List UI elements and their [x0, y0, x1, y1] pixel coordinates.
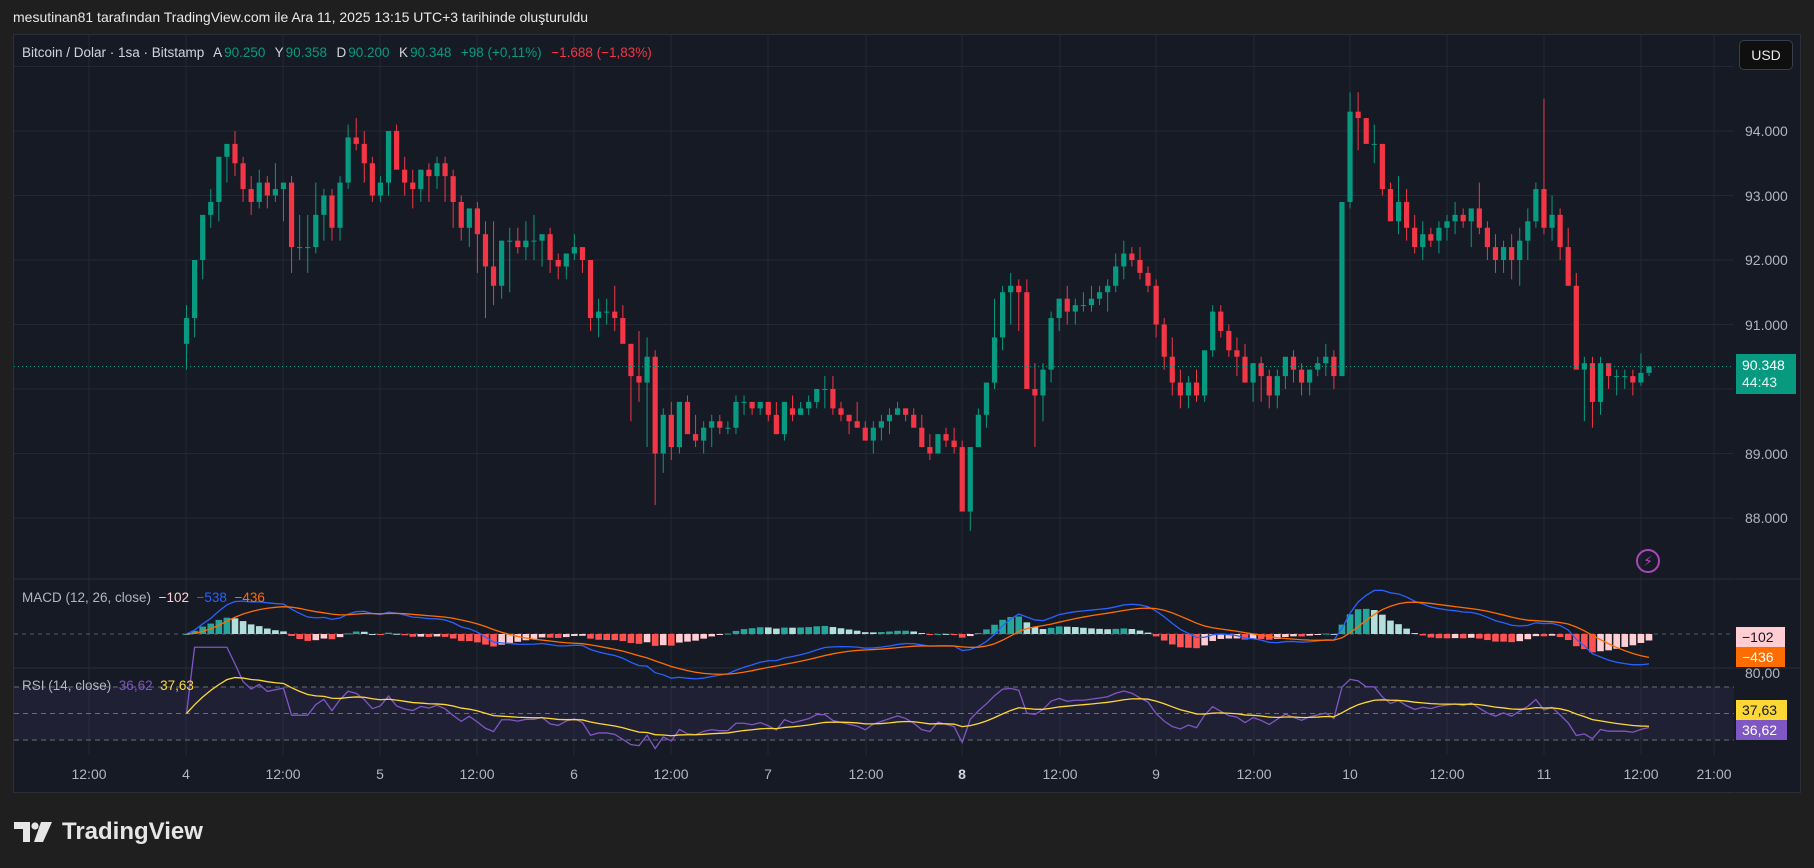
price-axis-label: 89.000	[1745, 445, 1788, 462]
open-label: A	[213, 45, 223, 60]
rsi-title: RSI (14, close)	[22, 678, 112, 693]
time-axis-label: 6	[570, 766, 578, 782]
price-axis-label: 88.000	[1745, 510, 1788, 526]
price-axis-label: 93.000	[1745, 187, 1788, 204]
symbol-legend: Bitcoin / Dolar · 1sa · Bitstamp A 90.250…	[22, 45, 654, 60]
time-axis-label: 12:00	[653, 766, 689, 782]
time-axis-label: 12:00	[1042, 766, 1078, 782]
bar-change: +98 (+0,11%)	[460, 45, 542, 60]
rsi-axis-label: 80,00	[1745, 665, 1781, 681]
time-axis-label: 4	[182, 766, 190, 782]
time-axis-label: 12:00	[71, 766, 107, 782]
time-axis-label: 12:00	[459, 766, 495, 782]
symbol-title[interactable]: Bitcoin / Dolar · 1sa · Bitstamp	[22, 45, 205, 60]
time-axis-label: 21:00	[1696, 766, 1732, 782]
close-value: 90.348	[410, 45, 452, 60]
macd-hist-value: −102	[158, 590, 189, 605]
tradingview-logo-icon	[14, 822, 52, 842]
time-axis-label: 5	[376, 766, 384, 782]
macd-line-value: −538	[196, 590, 227, 605]
time-axis-label: 12:00	[1429, 766, 1465, 782]
time-axis-label: 12:00	[848, 766, 884, 782]
rsi-ma-value: 37,63	[160, 678, 194, 693]
time-axis-label: 8	[958, 766, 966, 782]
close-label: K	[399, 45, 409, 60]
time-axis-label: 11	[1536, 766, 1552, 782]
time-axis-label: 7	[764, 766, 772, 782]
time-axis-label: 9	[1152, 766, 1160, 782]
rsi-legend[interactable]: RSI (14, close) 36,62 37,63	[22, 678, 194, 693]
time-axis-label: 10	[1342, 766, 1358, 782]
last-price-tag: 90.348 44:43	[1736, 354, 1796, 394]
high-label: Y	[274, 45, 284, 60]
price-axis-label: 91.000	[1745, 316, 1788, 333]
price-axis-label: 92.000	[1745, 252, 1788, 268]
last-price-value: 90.348	[1742, 357, 1785, 373]
tradingview-logo[interactable]: TradingView	[14, 818, 203, 846]
rsi-value: 36,62	[118, 678, 153, 693]
price-axis-label: 94.000	[1745, 123, 1788, 139]
macd-signal-tag: −436	[1736, 647, 1785, 667]
rsi-ma-tag: 37,63	[1736, 700, 1787, 720]
day-change: −1.688 (−1,83%)	[551, 45, 652, 60]
high-value: 90.358	[285, 45, 327, 60]
lightning-icon[interactable]: ⚡	[1636, 549, 1660, 573]
currency-button[interactable]: USD	[1739, 40, 1793, 70]
low-label: D	[336, 45, 347, 60]
time-axis-label: 12:00	[1236, 766, 1272, 782]
rsi-tag: 36,62	[1736, 720, 1787, 740]
macd-hist-tag: −102	[1736, 627, 1785, 647]
chart-credit: mesutinan81 tarafından TradingView.com i…	[13, 9, 589, 25]
time-axis-label: 12:00	[1623, 766, 1659, 782]
low-value: 90.200	[348, 45, 390, 60]
time-axis-label: 12:00	[265, 766, 301, 782]
macd-legend[interactable]: MACD (12, 26, close) −102 −538 −436	[22, 590, 265, 605]
open-value: 90.250	[224, 45, 266, 60]
macd-signal-value: −436	[234, 590, 265, 605]
bar-countdown: 44:43	[1742, 374, 1778, 390]
brand-name: TradingView	[62, 818, 203, 845]
macd-title: MACD (12, 26, close)	[22, 590, 152, 605]
